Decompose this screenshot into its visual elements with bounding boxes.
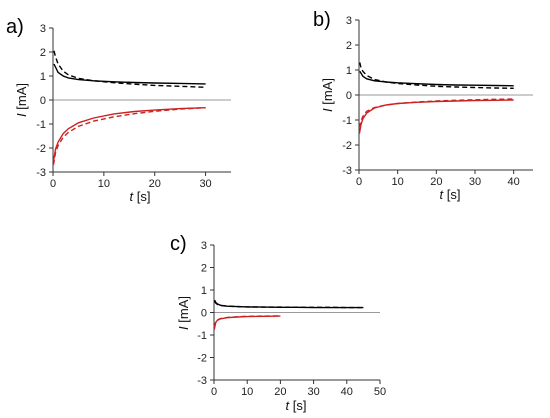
x-tick-label: 20	[274, 386, 286, 398]
y-axis-unit: [mA]	[176, 296, 191, 326]
x-tick-label: 20	[149, 178, 161, 190]
y-axis-variable: I	[14, 113, 29, 117]
y-tick-label: 0	[40, 95, 46, 107]
x-tick-label: 0	[211, 386, 217, 398]
x-axis-title: t [s]	[130, 189, 151, 204]
black-solid-series-line	[359, 70, 514, 87]
y-tick-label: -1	[197, 330, 207, 342]
y-tick-label: 3	[40, 23, 46, 35]
y-tick-label: -3	[36, 167, 46, 179]
y-tick-label: -1	[36, 119, 46, 131]
y-tick-label: 0	[201, 308, 207, 320]
y-tick-label: -3	[342, 165, 352, 177]
y-tick-label: 2	[201, 263, 207, 275]
x-axis-title: t [s]	[286, 398, 307, 413]
x-axis-variable: t	[130, 189, 135, 204]
panel-c-label: c)	[170, 233, 187, 255]
y-axis-title: I [mA]	[320, 78, 335, 112]
y-tick-label: -2	[342, 140, 352, 152]
x-tick-label: 30	[199, 178, 211, 190]
y-tick-label: -3	[197, 375, 207, 387]
x-axis-title: t [s]	[440, 187, 461, 202]
red-dashed-series-line	[213, 315, 281, 328]
y-tick-label: 3	[346, 15, 352, 27]
x-axis-unit: [s]	[443, 187, 460, 202]
y-axis-variable: I	[176, 326, 191, 330]
y-tick-label: 2	[40, 47, 46, 59]
x-tick-label: 10	[241, 386, 253, 398]
x-axis-unit: [s]	[289, 398, 306, 413]
x-tick-label: 0	[50, 178, 56, 190]
y-tick-label: -2	[197, 353, 207, 365]
x-tick-label: 10	[392, 176, 404, 188]
x-axis-unit: [s]	[133, 189, 150, 204]
black-dashed-series-line	[214, 300, 364, 309]
red-solid-series-line	[213, 315, 281, 330]
x-tick-label: 40	[508, 176, 520, 188]
y-axis-unit: [mA]	[14, 83, 29, 113]
y-tick-label: 2	[346, 40, 352, 52]
y-tick-label: -1	[342, 115, 352, 127]
panel-b-label: b)	[313, 9, 331, 31]
panel-a-label: a)	[6, 16, 24, 38]
black-solid-series-line	[53, 63, 206, 85]
y-axis-title: I [mA]	[14, 83, 29, 117]
x-axis-variable: t	[286, 398, 291, 413]
y-tick-label: -2	[36, 143, 46, 155]
red-dashed-series-line	[52, 107, 206, 165]
x-tick-label: 20	[430, 176, 442, 188]
x-tick-label: 0	[356, 176, 362, 188]
y-axis-unit: [mA]	[320, 78, 335, 108]
red-dashed-series-line	[358, 98, 514, 128]
y-tick-label: 0	[346, 90, 352, 102]
black-dashed-series-line	[359, 62, 514, 89]
y-tick-label: 1	[201, 285, 207, 297]
black-dashed-series-line	[53, 50, 206, 88]
red-solid-series-line	[52, 107, 206, 162]
x-tick-label: 30	[469, 176, 481, 188]
x-tick-label: 40	[341, 386, 353, 398]
x-tick-label: 50	[374, 386, 386, 398]
x-tick-label: 10	[98, 178, 110, 190]
x-axis-variable: t	[440, 187, 445, 202]
x-tick-label: 30	[307, 386, 319, 398]
y-tick-label: 1	[346, 65, 352, 77]
y-axis-title: I [mA]	[176, 296, 191, 330]
y-axis-variable: I	[320, 108, 335, 112]
y-tick-label: 1	[40, 71, 46, 83]
y-tick-label: 3	[201, 240, 207, 252]
